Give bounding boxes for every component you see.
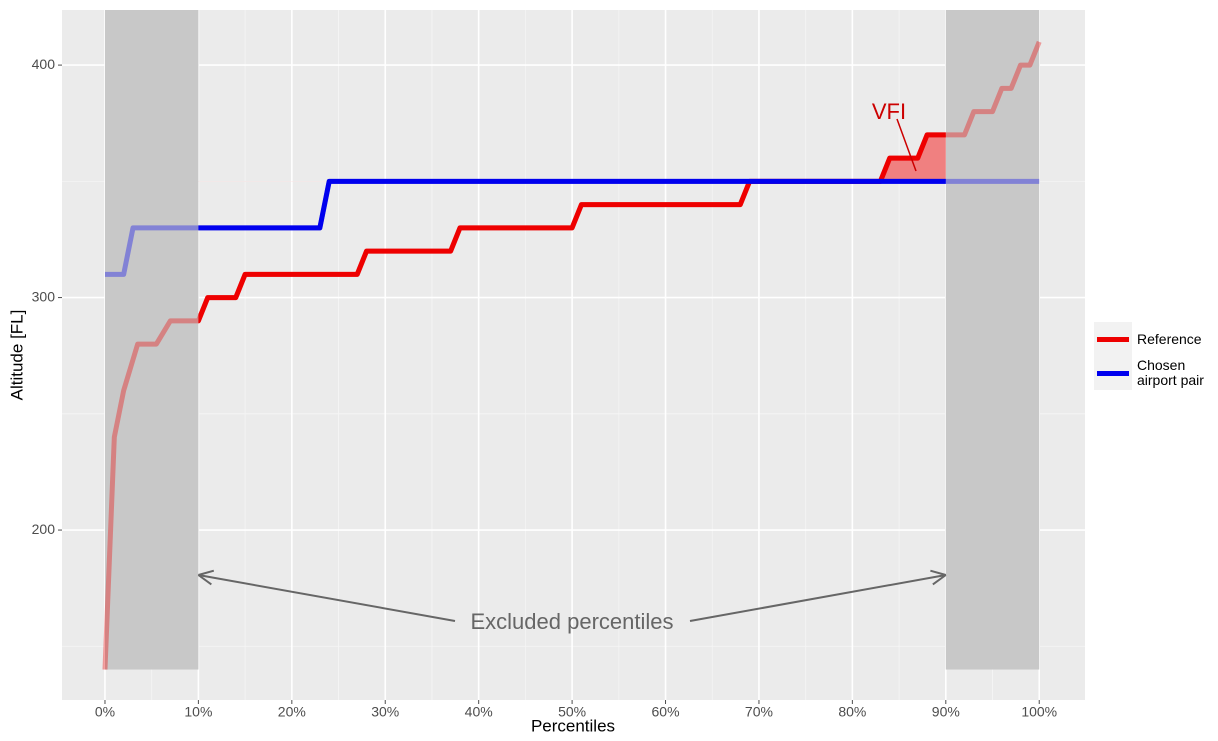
arrow-head	[932, 574, 947, 586]
annotation: Excluded percentiles	[470, 609, 673, 634]
plot-panel	[62, 10, 1085, 700]
legend-item: Chosen airport pair	[1094, 356, 1207, 390]
excluded-range	[104, 10, 199, 670]
y-axis-title: Altitude [FL]	[7, 310, 26, 401]
arrow-head	[197, 574, 212, 586]
x-tick-label: 10%	[184, 704, 212, 720]
y-tick-label: 400	[32, 56, 56, 72]
annotation-arrow	[198, 574, 456, 622]
annotation-pointer	[896, 118, 917, 172]
arrow-head	[198, 569, 215, 576]
legend-swatch	[1097, 337, 1129, 342]
series-line	[198, 132, 946, 324]
x-tick-label: 20%	[278, 704, 306, 720]
x-axis-title: Percentiles	[531, 716, 615, 735]
legend: Reference Chosen airport pair	[1094, 322, 1207, 390]
legend-label: Chosen airport pair	[1137, 357, 1204, 388]
annotation-arrow	[689, 574, 946, 622]
x-tick-label: 30%	[371, 704, 399, 720]
annotation: VFI	[872, 99, 906, 124]
x-tick-label: 70%	[745, 704, 773, 720]
y-tick-label: 300	[32, 288, 56, 304]
legend-item: Reference	[1094, 322, 1207, 356]
arrow-head	[930, 569, 947, 576]
x-tick-label: 80%	[838, 704, 866, 720]
x-tick-label: 0%	[95, 704, 115, 720]
legend-label: Reference	[1137, 330, 1202, 347]
series-line	[198, 178, 946, 231]
x-tick-label: 60%	[652, 704, 680, 720]
legend-key	[1094, 356, 1132, 390]
legend-swatch	[1097, 371, 1129, 376]
x-tick-label: 90%	[932, 704, 960, 720]
x-tick-label: 40%	[465, 704, 493, 720]
excluded-range	[945, 10, 1040, 670]
y-tick-label: 200	[32, 521, 56, 537]
x-tick-label: 100%	[1021, 704, 1057, 720]
x-tick-label: 50%	[558, 704, 586, 720]
legend-key	[1094, 322, 1132, 356]
